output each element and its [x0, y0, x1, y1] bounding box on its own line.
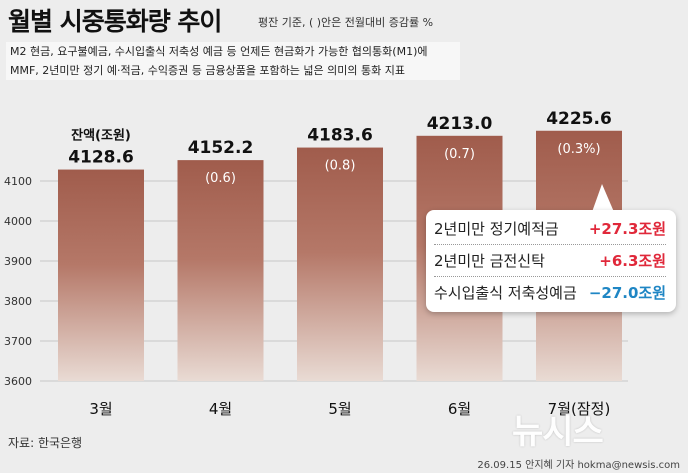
callout-pointer	[592, 184, 614, 212]
y-tick-label: 3900	[4, 255, 32, 268]
callout-row-3: 수시입출식 저축성예금 −27.0조원	[434, 278, 666, 308]
x-tick-label: 4월	[209, 400, 232, 418]
bar-value-label: 4213.0	[427, 114, 493, 134]
bar-change-label: (0.8)	[325, 159, 356, 174]
bar-change-label: (0.3%)	[557, 142, 600, 157]
bar-value-label: 4152.2	[188, 138, 254, 158]
source-note: 자료: 한국은행	[8, 436, 83, 450]
y-tick-label: 3600	[4, 375, 32, 388]
bar-change-label: (0.6)	[205, 171, 236, 186]
description-box: M2 현금, 요구불예금, 수시입출식 저축성 예금 등 언제든 현금화가 가능…	[6, 42, 460, 80]
callout-row-1: 2년미만 정기예적금 +27.3조원	[434, 214, 666, 245]
description-line-1: M2 현금, 요구불예금, 수시입출식 저축성 예금 등 언제든 현금화가 가능…	[10, 45, 428, 58]
x-tick-label: 6월	[448, 400, 471, 418]
y-tick-label: 3700	[4, 335, 32, 348]
x-tick-label: 7월(잠정)	[548, 400, 611, 418]
callout-value-3: −27.0조원	[588, 284, 666, 302]
bar-value-label: 4128.6	[68, 148, 134, 168]
y-tick-label: 4000	[4, 215, 32, 228]
bar-change-label: (0.7)	[444, 147, 475, 162]
chart-title: 월별 시중통화량 추이	[8, 7, 222, 36]
callout-label-1: 2년미만 정기예적금	[434, 220, 559, 238]
callout-box: 2년미만 정기예적금 +27.3조원 2년미만 금전신탁 +6.3조원 수시입출…	[426, 210, 676, 312]
callout-value-2: +6.3조원	[599, 252, 666, 270]
callout-label-2: 2년미만 금전신탁	[434, 252, 545, 270]
y-tick-label: 4100	[4, 175, 32, 188]
y-tick-label: 3800	[4, 295, 32, 308]
newsis-logo: 뉴시스	[512, 412, 604, 452]
description-line-2: MMF, 2년미만 정기 예·적금, 수익증권 등 금융상품을 포함하는 넓은 …	[10, 64, 405, 77]
callout-value-1: +27.3조원	[588, 220, 666, 238]
credit-line: 26.09.15 안지혜 기자 hokma@newsis.com	[477, 460, 680, 471]
x-tick-label: 3월	[89, 400, 112, 418]
bar-value-label: 4225.6	[546, 109, 612, 129]
bar	[297, 147, 383, 381]
callout-label-3: 수시입출식 저축성예금	[434, 284, 577, 302]
x-tick-label: 5월	[328, 400, 351, 418]
bar	[58, 169, 144, 381]
unit-label: 잔액(조원)	[71, 128, 131, 144]
bar-value-label: 4183.6	[307, 126, 373, 146]
bar	[177, 160, 264, 381]
chart-note: 평잔 기준, ( )안은 전월대비 증감률 %	[258, 16, 434, 29]
callout-row-2: 2년미만 금전신탁 +6.3조원	[434, 246, 666, 277]
